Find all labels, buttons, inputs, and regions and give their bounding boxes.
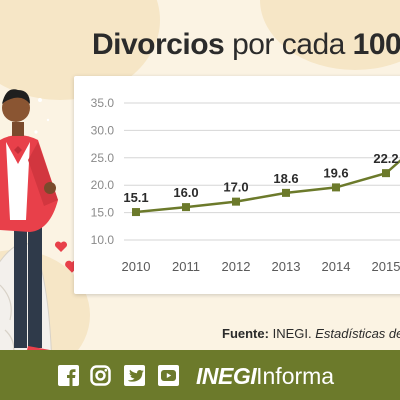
x-tick-label: 2012 — [222, 259, 251, 274]
facebook-icon[interactable] — [58, 365, 79, 386]
instagram-icon[interactable] — [90, 365, 111, 386]
data-point — [232, 197, 240, 206]
series-line — [135, 159, 400, 214]
data-label: 22.2 — [373, 151, 398, 166]
data-point — [332, 183, 340, 192]
page-title: Divorcios por cada 100 m — [92, 28, 400, 62]
y-tick-label: 10.0 — [91, 233, 115, 247]
y-tick-label: 20.0 — [91, 178, 115, 192]
data-label: 19.6 — [323, 165, 348, 180]
source-note: Fuente: INEGI. Estadísticas de — [222, 326, 400, 341]
heart-icon — [54, 241, 68, 252]
y-tick-label: 25.0 — [91, 151, 115, 165]
groom-illustration — [0, 89, 58, 370]
line-chart: 10.0 15.0 20.0 25.0 30.0 35.0 15.1 2010 16.0 2011… — [91, 96, 400, 274]
data-label: 18.6 — [273, 171, 298, 186]
brand-normal: Informa — [256, 363, 335, 389]
chart-card: 10.0 15.0 20.0 25.0 30.0 35.0 15.1 2010 16.0 2011… — [74, 76, 400, 294]
data-label: 16.0 — [173, 185, 198, 200]
x-tick-label: 2015 — [372, 259, 400, 274]
data-point — [282, 188, 290, 197]
brand-logo[interactable]: INEGIInforma — [196, 363, 334, 390]
twitter-icon[interactable] — [124, 365, 145, 386]
source-org: INEGI. — [272, 326, 312, 341]
x-tick-label: 2010 — [122, 259, 151, 274]
data-point — [382, 169, 390, 178]
y-tick-label: 35.0 — [91, 96, 115, 110]
data-label: 15.1 — [123, 190, 148, 205]
youtube-icon[interactable] — [158, 365, 179, 386]
source-text: Estadísticas de — [315, 326, 400, 341]
x-tick-label: 2014 — [322, 259, 351, 274]
source-label: Fuente: — [222, 326, 269, 341]
x-tick-label: 2011 — [172, 259, 200, 274]
y-tick-label: 30.0 — [91, 123, 115, 137]
x-tick-label: 2013 — [272, 259, 301, 274]
data-point — [132, 208, 140, 217]
title-bold-part-2: 100 m — [352, 28, 400, 61]
brand-bold: INEGI — [196, 363, 257, 389]
y-tick-label: 15.0 — [91, 206, 115, 220]
data-label: 17.0 — [223, 180, 248, 195]
title-normal-part: por cada — [232, 28, 345, 61]
title-bold-part: Divorcios — [92, 28, 225, 61]
data-point — [182, 203, 190, 212]
footer-bar: INEGIInforma — [0, 350, 400, 400]
